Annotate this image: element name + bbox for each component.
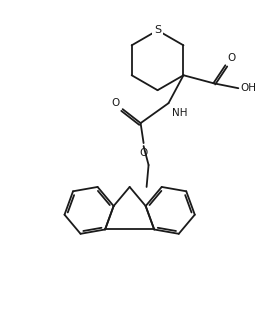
Text: S: S [154, 25, 161, 35]
Text: O: O [227, 53, 236, 63]
Text: O: O [111, 98, 120, 108]
Text: OH: OH [240, 83, 256, 93]
Text: O: O [139, 148, 148, 158]
Text: NH: NH [172, 108, 187, 118]
